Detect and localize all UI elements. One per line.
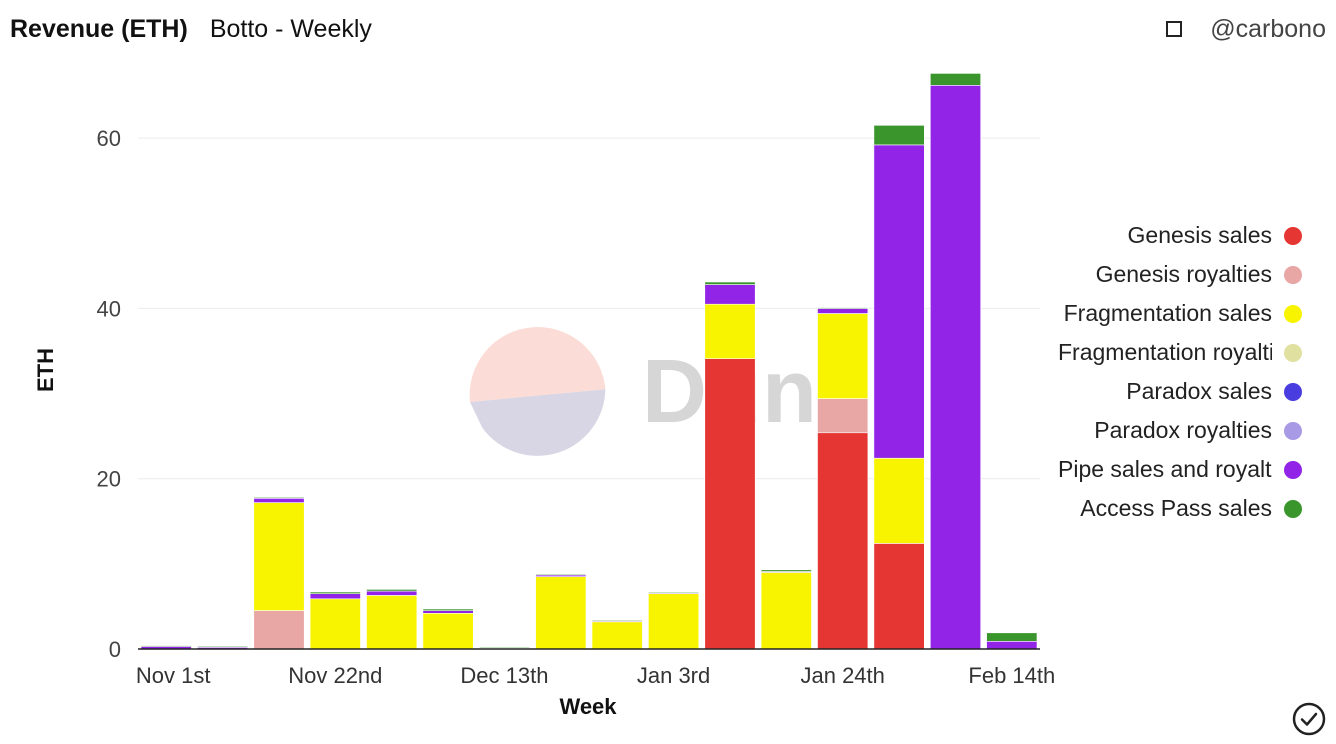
watermark-pie-bottom [470,389,606,456]
bar-segment[interactable] [986,632,1038,642]
legend-item[interactable]: Fragmentation sales [1050,294,1302,333]
bar-segment[interactable] [591,619,643,622]
legend-item[interactable]: Paradox royalties [1050,411,1302,450]
bar-segment[interactable] [817,313,869,399]
y-tick-label: 60 [97,126,121,151]
bar-segment[interactable] [366,589,418,592]
bar-segment[interactable] [648,591,700,594]
legend-label: Fragmentation sales [1063,300,1272,326]
chart-header: Revenue (ETH) Botto - Weekly [10,12,372,46]
bar-segment[interactable] [817,308,869,314]
bar-segment[interactable] [986,640,1038,650]
legend-label: Paradox sales [1126,378,1272,404]
legend-dot-icon [1284,265,1302,284]
header-right: @carbono [1166,12,1326,46]
x-tick-label: Nov 1st [136,663,211,688]
bar-segment[interactable] [366,595,418,650]
legend-item[interactable]: Genesis sales [1050,216,1302,255]
legend-dot-icon [1284,460,1302,479]
bar-segment[interactable] [535,576,587,650]
x-tick-label: Jan 3rd [637,663,710,688]
x-axis-title: Week [559,694,617,719]
bar-segment[interactable] [873,543,925,650]
bar-segment[interactable] [253,610,305,650]
legend-item[interactable]: Access Pass sales [1050,489,1302,528]
chart-title: Revenue (ETH) [10,14,188,43]
legend-dot-icon [1284,226,1302,245]
bar-segment[interactable] [873,125,925,146]
legend-dot-icon [1284,343,1302,362]
bar-segment[interactable] [422,608,474,612]
bar-segment[interactable] [817,307,869,309]
check-circle-icon[interactable] [1292,702,1326,736]
bar-segment[interactable] [366,590,418,596]
bar-segment[interactable] [817,432,869,650]
legend-dot-icon [1284,304,1302,323]
legend-label: Pipe sales and royalties [1058,456,1272,482]
bar-segment[interactable] [704,358,756,650]
legend-dot-icon [1284,421,1302,440]
bar-segment[interactable] [309,593,361,600]
expand-icon[interactable] [1166,21,1183,37]
legend-label: Access Pass sales [1080,495,1272,521]
legend-item[interactable]: Fragmentation royalties [1050,333,1302,372]
bar-segment[interactable] [760,572,812,650]
bar-segment[interactable] [309,591,361,595]
chart-subtitle: Botto - Weekly [209,14,372,43]
author-link[interactable]: @carbono [1210,14,1326,43]
bar-segment[interactable] [648,593,700,650]
legend-label: Fragmentation royalties [1058,339,1272,365]
dune-watermark: Dune [469,327,867,456]
bar-segment[interactable] [873,457,925,544]
bar-segment[interactable] [873,144,925,459]
bar-segment[interactable] [478,646,530,649]
bar-segment[interactable] [929,85,981,650]
bar-segment[interactable] [929,73,981,86]
bar-segment[interactable] [197,646,249,648]
y-axis-title: ETH [33,348,58,392]
bar-segment[interactable] [704,303,756,360]
x-tick-label: Jan 24th [800,663,884,688]
bar-segment[interactable] [704,284,756,305]
legend-label: Genesis sales [1127,222,1272,248]
bar-segment[interactable] [422,610,474,614]
legend-item[interactable]: Pipe sales and royalties [1050,450,1302,489]
x-tick-label: Feb 14th [968,663,1055,688]
y-tick-label: 20 [97,467,121,492]
bar-segment[interactable] [535,573,587,576]
bar-segment[interactable] [253,502,305,611]
legend-item[interactable]: Paradox sales [1050,372,1302,411]
x-tick-label: Dec 13th [460,663,548,688]
bars-group [140,73,1038,650]
axes-group: 0 20 40 60 Nov 1st Nov 22nd Dec 13th Jan 3rd Jan… [97,126,1056,688]
legend-item[interactable]: Genesis royalties [1050,255,1302,294]
legend-dot-icon [1284,499,1302,518]
bar-segment[interactable] [422,612,474,650]
watermark-pie-top [469,327,606,402]
bar-segment[interactable] [309,598,361,650]
legend-label: Paradox royalties [1094,417,1272,443]
legend-label: Genesis royalties [1095,261,1272,287]
y-tick-label: 0 [109,637,121,662]
bar-segment[interactable] [591,621,643,650]
bar-segment[interactable] [140,645,192,647]
bar-segment[interactable] [704,281,756,285]
x-tick-label: Nov 22nd [288,663,382,688]
bar-segment[interactable] [253,497,305,499]
y-tick-label: 40 [97,296,121,321]
legend-dot-icon [1284,382,1302,401]
bar-segment[interactable] [817,398,869,434]
bar-segment[interactable] [253,497,305,503]
bar-segment[interactable] [760,569,812,572]
legend: Genesis sales Genesis royalties Fragment… [1050,216,1302,528]
